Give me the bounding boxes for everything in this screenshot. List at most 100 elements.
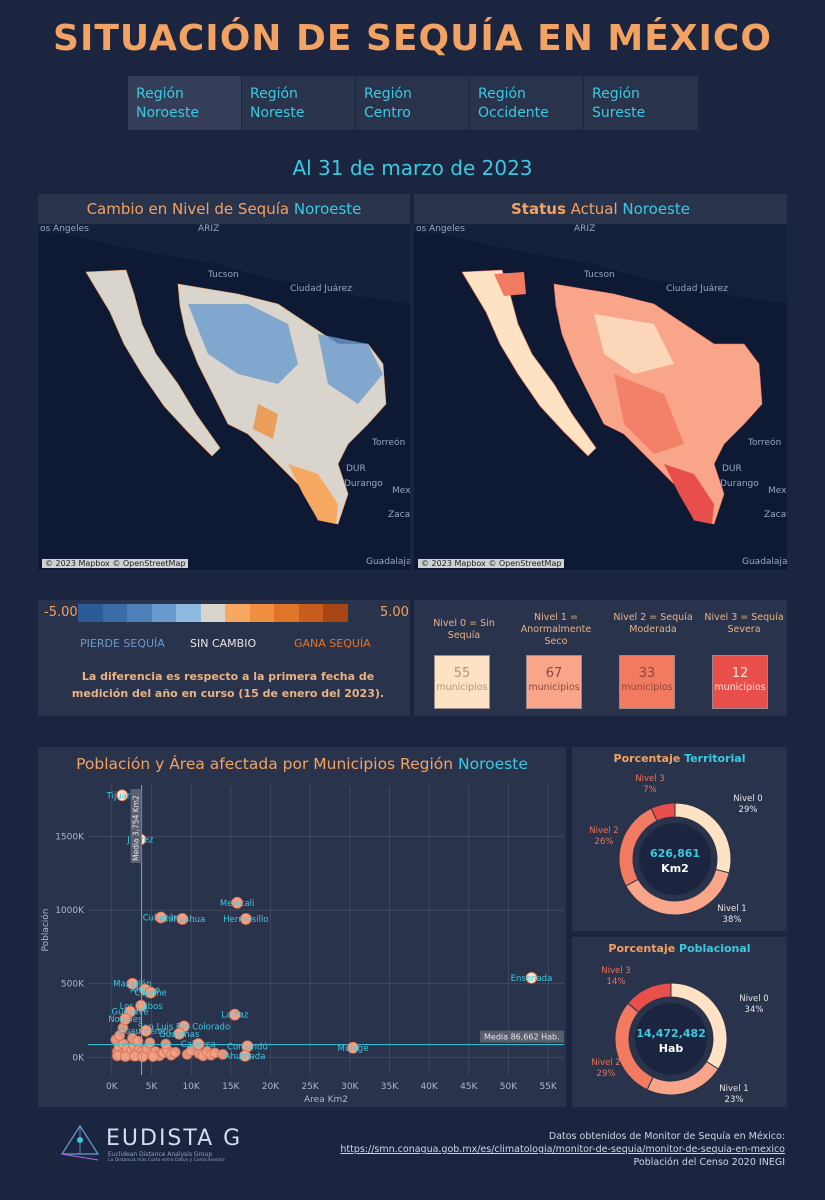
title-region: Noroeste — [458, 755, 528, 773]
logo-tagline: La Distancia más Corta entre Datos y Con… — [108, 1158, 225, 1163]
point-label: San Luis Río Colorado — [138, 1022, 230, 1032]
scatter-point[interactable] — [132, 1035, 144, 1047]
mean-y-label-text: Media 86,662 Hab. — [484, 1033, 560, 1042]
map-place-label: Guadalajar — [366, 557, 410, 567]
title-part: Población y Área afectada por Municipios… — [76, 755, 459, 773]
logo-mark-icon — [60, 1124, 100, 1161]
x-tick-label: 15K — [222, 1082, 240, 1092]
donut-label-name: Nivel 0 — [733, 794, 762, 804]
title-part: Poblacional — [679, 942, 751, 955]
y-tick-label: 1000K — [55, 906, 85, 916]
map-change-title: Cambio en Nivel de Sequía Noroeste — [38, 194, 410, 224]
donut-slice[interactable] — [627, 982, 672, 1013]
logo-text: EUDISTA G — [106, 1126, 243, 1151]
scatter-point[interactable] — [239, 913, 252, 925]
scatter-point[interactable] — [231, 896, 244, 909]
map-place-label: Zacat — [764, 510, 787, 520]
scatter-point[interactable] — [116, 789, 129, 802]
map-place-label: Torreón — [748, 438, 782, 448]
logo-subtitle: Euclidean Distance Analysis Group — [108, 1151, 213, 1158]
tab-noroeste[interactable]: Región Noroeste — [128, 76, 242, 130]
map-place-label: DUR — [722, 464, 742, 474]
baja-california — [461, 269, 597, 457]
map-status[interactable]: os Angeles ARIZ Tucson Ciudad Juárez Tor… — [414, 224, 787, 570]
scatter-point[interactable] — [192, 1038, 205, 1050]
level-heading-line: Nivel 3 = Sequía — [704, 612, 784, 623]
scatter-point[interactable] — [144, 1037, 156, 1049]
scatter-chart: 0K 5K 10K 15K 20K 25K 30K 35K 40K 45K 50K 55K 0K 500K… — [40, 785, 564, 1105]
scatter-point[interactable] — [119, 1013, 132, 1025]
point-label: Guaymas — [159, 1030, 200, 1040]
point-label: Comondú — [227, 1042, 268, 1052]
scatter-point[interactable] — [173, 1027, 186, 1040]
scatter-point[interactable] — [144, 986, 157, 999]
scatter-point[interactable] — [176, 913, 189, 925]
orange-region — [288, 464, 338, 524]
scatter-point[interactable] — [119, 1051, 131, 1062]
map-place-label: Mex — [768, 486, 787, 496]
donut-label-pct: 23% — [725, 1095, 744, 1105]
donut-label-pct: 14% — [607, 977, 626, 987]
tab-sureste[interactable]: Región Sureste — [584, 76, 698, 130]
donut-center — [635, 1003, 707, 1075]
source-link[interactable]: https://smn.conagua.gob.mx/es/climatolog… — [340, 1144, 785, 1155]
scatter-point[interactable] — [169, 1046, 181, 1058]
scatter-point[interactable] — [135, 999, 148, 1012]
donut-slice[interactable] — [650, 802, 676, 822]
legend-swatch — [127, 604, 152, 622]
tab-centro[interactable]: Región Centro — [356, 76, 470, 130]
legend-max: 5.00 — [380, 605, 409, 620]
level-count: 12 — [731, 666, 749, 681]
legend-min: -5.00 — [44, 605, 78, 620]
scatter-point[interactable] — [228, 1008, 241, 1021]
point-label: Tijuana — [106, 791, 138, 801]
scatter-point[interactable] — [155, 911, 167, 924]
point-label: Hermosillo — [223, 915, 268, 925]
light-region — [594, 314, 674, 374]
scatter-point[interactable] — [137, 1051, 149, 1063]
tab-line: Región — [250, 86, 298, 102]
page-title: SITUACIÓN DE SEQUÍA EN MÉXICO — [53, 18, 772, 59]
map-place-label: DUR — [346, 464, 366, 474]
donut-territorial-title: Porcentaje Territorial — [572, 747, 787, 771]
map-place-label: Guadalajar — [742, 557, 787, 567]
level-heading: Nivel 2 = Sequía Moderada — [605, 612, 701, 636]
map-place-label: Ciudad Juárez — [666, 284, 728, 294]
point-label: Ahumada — [225, 1052, 266, 1062]
donut-center-value: 626,861 — [650, 847, 700, 860]
level-unit: municipios — [621, 682, 673, 693]
mean-x-label-text: Media 3,754 Km2 — [132, 795, 141, 861]
level-box: 55 municipios — [434, 655, 490, 709]
scatter-title: Población y Área afectada por Municipios… — [38, 747, 566, 781]
donut-label-name: Nivel 3 — [601, 966, 630, 976]
scatter-point[interactable] — [347, 1041, 359, 1054]
title-part: Porcentaje — [613, 752, 685, 765]
scatter-point[interactable] — [147, 1051, 159, 1062]
tab-line: Occidente — [478, 105, 549, 121]
donut-label-pct: 29% — [597, 1069, 616, 1079]
x-tick-label: 20K — [262, 1082, 280, 1092]
scatter-point[interactable] — [140, 1024, 152, 1037]
legend-gains: GANA SEQUÍA — [294, 637, 371, 650]
point-label: Los Cabos — [120, 1002, 164, 1012]
tab-noreste[interactable]: Región Noreste — [242, 76, 356, 130]
tab-occidente[interactable]: Región Occidente — [470, 76, 584, 130]
title-region: Noroeste — [622, 200, 690, 218]
map-status-title: Status Actual Noroeste — [414, 194, 787, 224]
donut-center-unit: Hab — [659, 1042, 684, 1055]
x-tick-label: 25K — [301, 1082, 319, 1092]
donut-territorial-panel: Porcentaje Territorial 626,861 Km2 Nivel 0… — [572, 747, 787, 931]
legend-swatch — [323, 604, 348, 622]
scatter-panel: Población y Área afectada por Municipios… — [38, 747, 566, 1107]
map-attribution[interactable]: © 2023 Mapbox © OpenStreetMap — [418, 559, 565, 568]
map-change-panel: Cambio en Nivel de Sequía Noroeste os An… — [38, 194, 410, 570]
scatter-point[interactable] — [525, 971, 538, 984]
legend-swatch — [200, 604, 225, 622]
map-change[interactable]: os Angeles ARIZ Tucson Ciudad Juárez Tor… — [38, 224, 410, 570]
scatter-point[interactable] — [239, 1049, 251, 1062]
map-attribution[interactable]: © 2023 Mapbox © OpenStreetMap — [42, 559, 189, 568]
scatter-point[interactable] — [126, 977, 139, 990]
level-heading-line: Severa — [727, 624, 761, 635]
map-change-svg — [38, 224, 410, 525]
scatter-point[interactable] — [217, 1048, 229, 1060]
